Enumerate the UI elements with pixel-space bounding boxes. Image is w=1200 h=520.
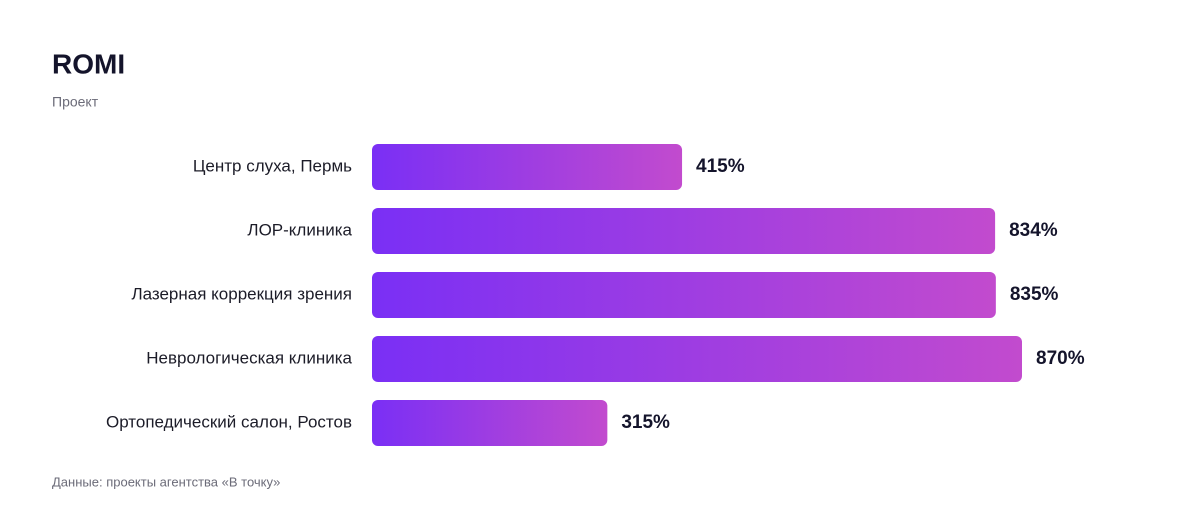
value-label: 315% <box>621 412 670 433</box>
category-label: ЛОР-клиника <box>247 220 352 239</box>
category-label: Лазерная коррекция зрения <box>131 284 352 303</box>
chart-title: ROMI <box>52 48 125 79</box>
source-note: Данные: проекты агентства «В точку» <box>52 474 280 489</box>
bar <box>372 336 1022 382</box>
category-label: Неврологическая клиника <box>146 348 352 367</box>
category-label: Центр слуха, Пермь <box>193 156 352 175</box>
value-label: 870% <box>1036 348 1085 369</box>
value-label: 835% <box>1010 284 1059 305</box>
bar <box>372 144 683 190</box>
bar <box>372 400 608 446</box>
value-label: 834% <box>1009 220 1058 241</box>
category-label: Ортопедический салон, Ростов <box>106 412 352 431</box>
bar <box>372 272 996 318</box>
value-label: 415% <box>696 156 745 177</box>
chart-subtitle: Проект <box>52 94 99 110</box>
bar <box>372 208 996 254</box>
